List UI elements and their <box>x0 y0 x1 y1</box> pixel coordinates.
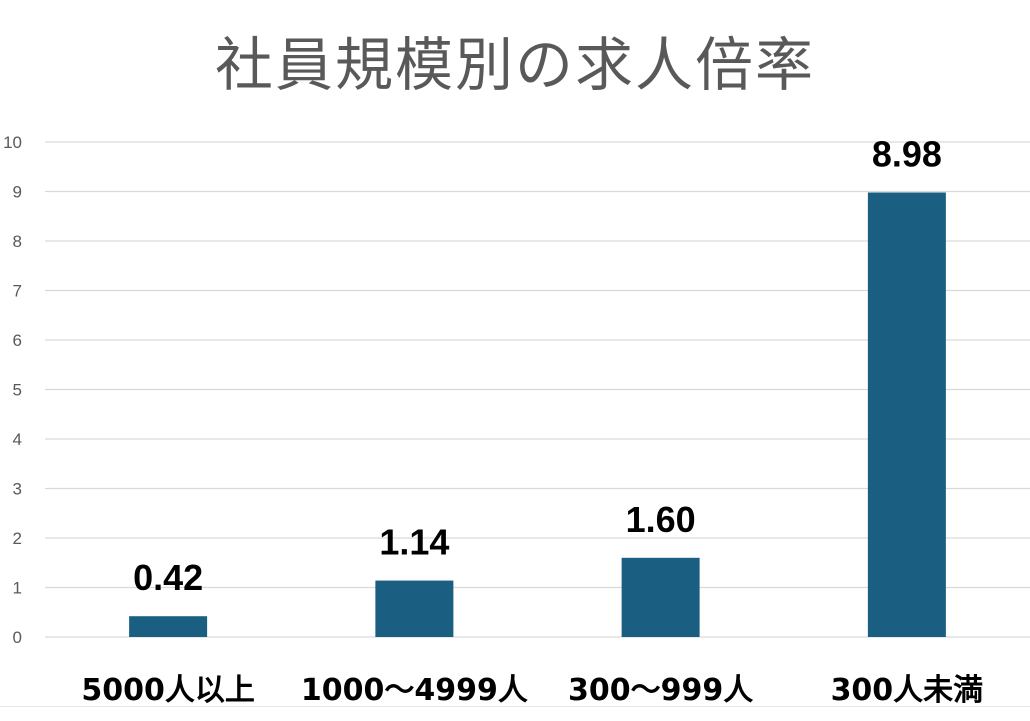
y-tick-label: 2 <box>13 529 22 548</box>
y-tick-label: 5 <box>13 381 22 400</box>
bar-0 <box>129 616 208 637</box>
y-tick-label: 0 <box>13 628 22 647</box>
data-label: 8.98 <box>872 133 942 174</box>
x-tick-label: 300～999人 <box>568 673 753 708</box>
bar-2 <box>621 557 700 637</box>
y-tick-label: 3 <box>13 480 22 499</box>
x-tick-label: 300人未満 <box>831 673 984 708</box>
y-axis-ticks: 0 1 2 3 4 5 6 7 8 9 10 <box>3 133 22 647</box>
x-tick-label: 5000人以上 <box>81 673 255 708</box>
data-labels: 0.42 1.14 1.60 8.98 <box>133 133 942 598</box>
y-tick-label: 6 <box>13 331 22 350</box>
x-axis-ticks: 5000人以上 1000～4999人 300～999人 300人未満 <box>81 673 983 708</box>
y-tick-label: 4 <box>13 430 22 449</box>
y-tick-label: 10 <box>3 133 22 152</box>
bars <box>129 192 946 638</box>
bar-3 <box>867 192 946 638</box>
chart-title: 社員規模別の求人倍率 <box>214 31 815 99</box>
grid-lines <box>45 141 1030 638</box>
bottom-border <box>0 706 1030 721</box>
data-label: 1.60 <box>626 499 696 540</box>
bar-1 <box>375 580 454 637</box>
y-tick-label: 9 <box>13 183 22 202</box>
y-tick-label: 8 <box>13 232 22 251</box>
y-tick-label: 1 <box>13 579 22 598</box>
x-tick-label: 1000～4999人 <box>301 673 528 708</box>
data-label: 1.14 <box>379 522 449 563</box>
data-label: 0.42 <box>133 557 203 598</box>
y-tick-label: 7 <box>13 282 22 301</box>
